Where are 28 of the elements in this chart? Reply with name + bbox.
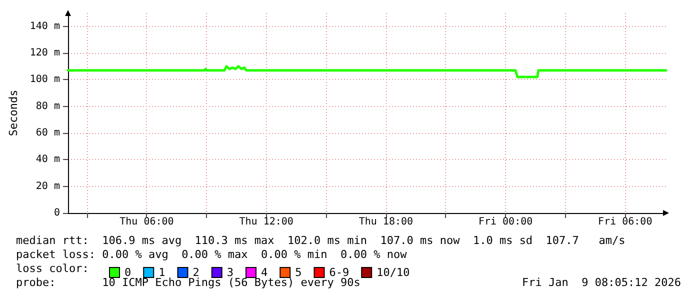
text: packet loss: 0.00 % avg 0.00 % max 0.00 % min 0.00 % now [16, 248, 408, 261]
x-tick-label: Fri 06:00 [598, 216, 652, 228]
legend-label: 0 [124, 266, 132, 279]
y-axis-title: Seconds [7, 90, 20, 136]
y-tick-label: 140 m [30, 20, 60, 32]
legend-label: 4 [260, 266, 268, 279]
y-tick-label: 80 m [36, 100, 60, 112]
legend-label: 1 [158, 266, 166, 279]
y-tick-label: 20 m [36, 180, 60, 192]
line-series [66, 65, 668, 78]
legend-label: 3 [226, 266, 234, 279]
legend-label: 2 [192, 266, 200, 279]
x-tick-label: Thu 06:00 [120, 216, 174, 228]
y-tick-label: 100 m [30, 74, 60, 86]
x-tick-label: Fri 00:00 [478, 216, 533, 228]
y-tick-label: 120 m [30, 48, 60, 58]
text: median rtt: 106.9 ms avg 110.3 ms max 102.0 ms min 107.0 ms now 1.0 ms sd 107.7 am/s [16, 234, 626, 247]
y-tick-label: 40 m [36, 154, 60, 166]
legend-title: loss color: [16, 262, 89, 275]
x-tick-label: Thu 12:00 [239, 216, 294, 228]
y-tick-label: 0 [54, 208, 60, 218]
legend-label: 10/10 [376, 266, 410, 279]
y-tick-label: 60 m [36, 128, 60, 138]
text: probe: 10 ICMP Echo Pings (56 Bytes) every 90s [16, 276, 360, 289]
x-tick-label: Thu 18:00 [358, 216, 414, 228]
text: Fri Jan 9 08:05:12 2026 [522, 276, 682, 289]
legend-label: 6-9 [329, 266, 350, 279]
legend-label: 5 [295, 266, 302, 279]
